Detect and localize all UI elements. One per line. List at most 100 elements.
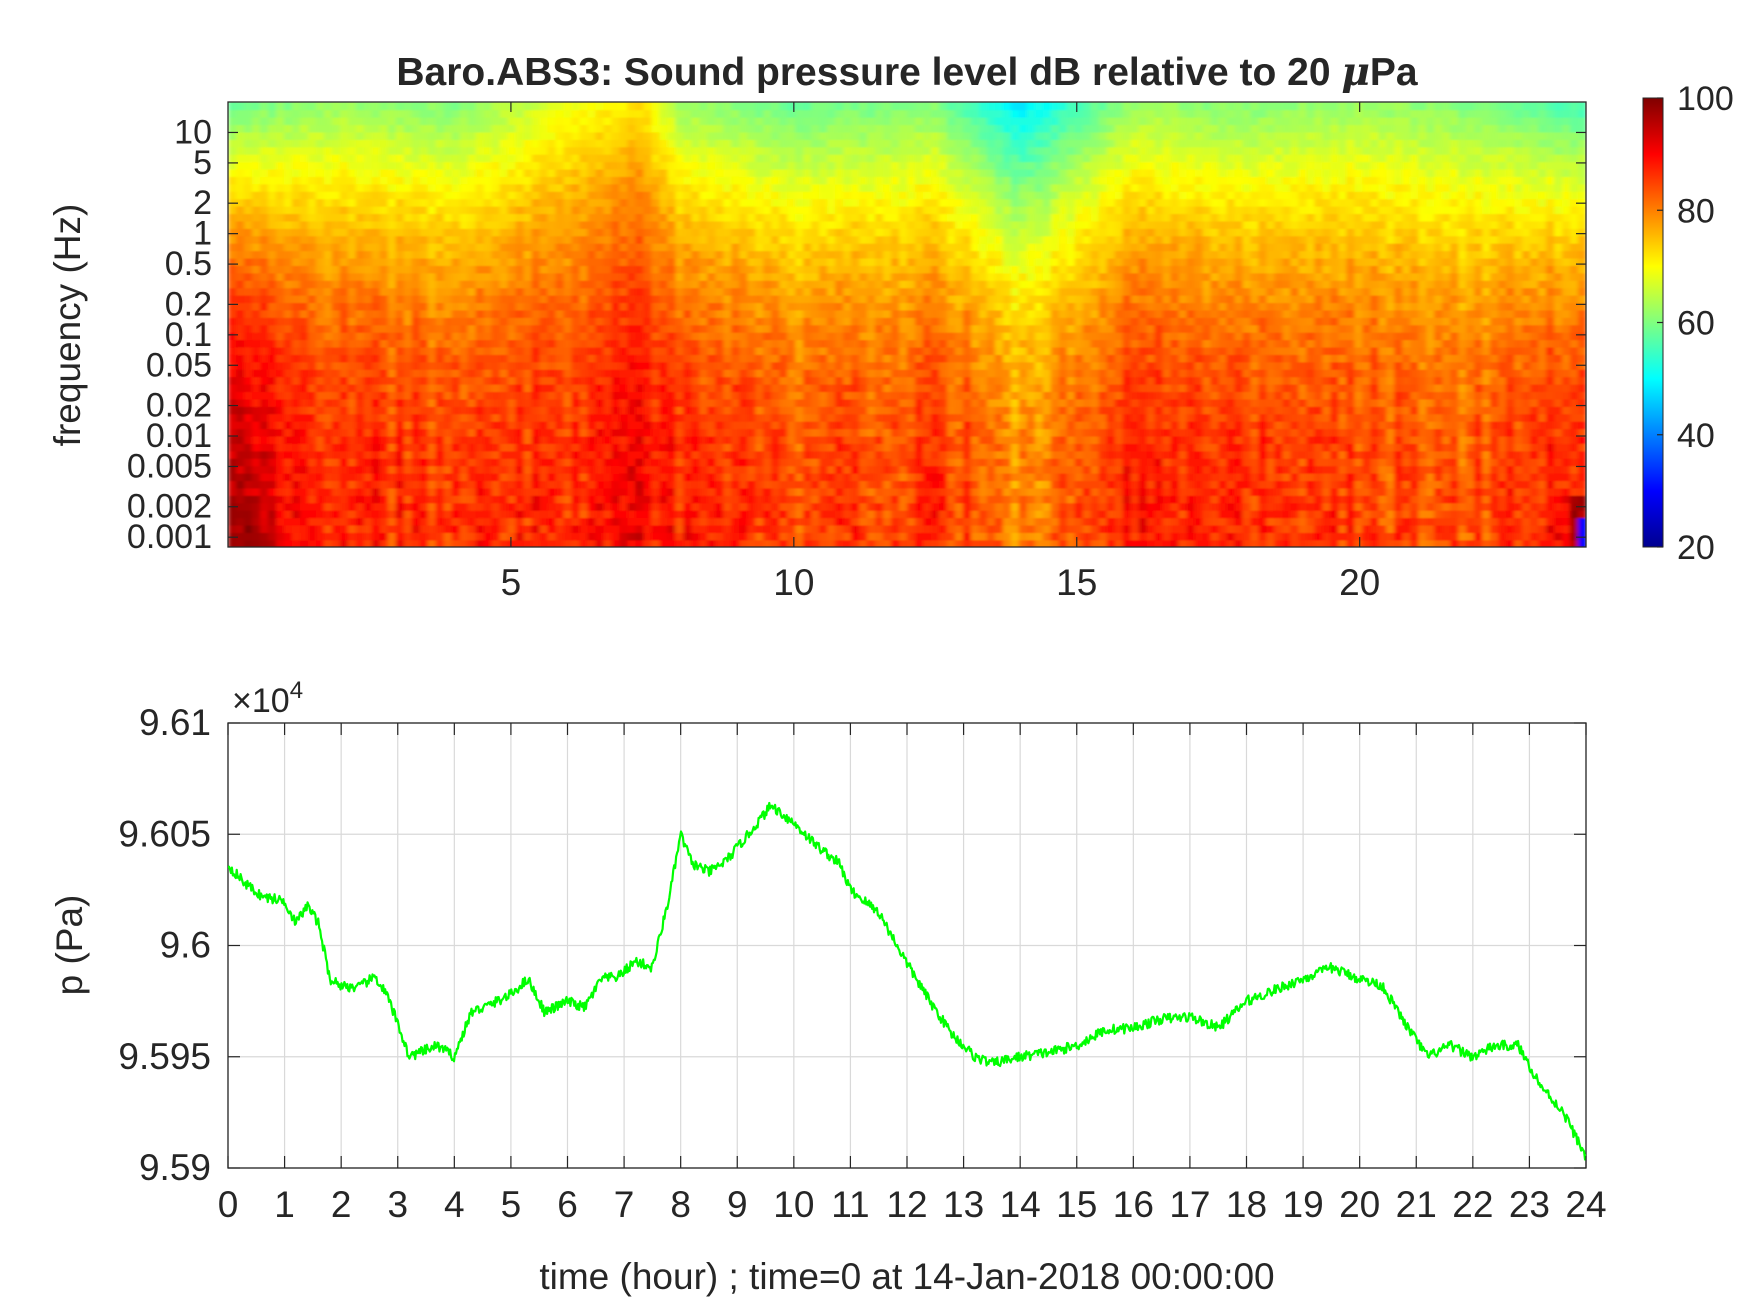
heatmap-cell (435, 458, 445, 467)
heatmap-cell (851, 480, 860, 489)
heatmap-cell (379, 257, 389, 266)
heatmap-cell (835, 168, 844, 177)
heatmap-cell (771, 361, 780, 370)
heatmap-cell (363, 458, 373, 467)
heatmap-cell (851, 205, 860, 215)
heatmap-cell (835, 465, 844, 474)
heatmap-cell (763, 480, 772, 489)
heatmap-cell (819, 331, 828, 341)
heatmap-cell (323, 139, 333, 148)
heatmap-cell (883, 280, 892, 289)
heatmap-cell (355, 458, 365, 467)
heatmap-cell (323, 228, 333, 237)
heatmap-cell (619, 450, 629, 459)
heatmap-cell (323, 391, 333, 400)
heatmap-cell (619, 272, 629, 281)
heatmap-cell (747, 465, 757, 474)
heatmap-cell (387, 228, 397, 237)
heatmap-cell (843, 339, 852, 348)
heatmap-cell (235, 265, 245, 274)
heatmap-cell (427, 280, 437, 289)
heatmap-cell (467, 265, 477, 274)
heatmap-cell (339, 191, 349, 200)
heatmap-cell (235, 443, 245, 452)
heatmap-cell (779, 480, 788, 489)
heatmap-cell (891, 502, 900, 511)
heatmap-cell (731, 294, 741, 304)
heatmap-cell (363, 242, 373, 252)
heatmap-cell (643, 495, 653, 504)
heatmap-cell (787, 205, 796, 215)
heatmap-cell (707, 331, 717, 341)
heatmap-cell (659, 287, 669, 296)
heatmap-cell (667, 131, 677, 140)
heatmap-cell (763, 331, 772, 341)
heatmap-cell (723, 265, 733, 274)
heatmap-cell (843, 331, 852, 341)
heatmap-cell (395, 280, 405, 289)
heatmap-cell (635, 450, 645, 459)
heatmap-cell (635, 458, 645, 467)
heatmap-cell (475, 376, 485, 385)
heatmap-cell (651, 265, 661, 274)
heatmap-cell (451, 280, 461, 289)
heatmap-cell (835, 109, 844, 118)
heatmap-cell (739, 116, 749, 126)
heatmap-cell (651, 280, 661, 289)
heatmap-cell (675, 413, 685, 422)
heatmap-cell (339, 383, 349, 393)
heatmap-cell (275, 539, 285, 547)
heatmap-cell (467, 280, 477, 289)
heatmap-cell (811, 391, 820, 400)
heatmap-cell (483, 413, 493, 422)
heatmap-cell (795, 413, 804, 422)
heatmap-cell (715, 168, 725, 177)
heatmap-cell (315, 480, 325, 489)
heatmap-cell (755, 465, 765, 474)
heatmap-cell (228, 102, 237, 111)
heatmap-cell (291, 213, 301, 222)
heatmap-cell (387, 502, 397, 511)
heatmap-cell (651, 213, 661, 222)
heatmap-cell (259, 198, 269, 207)
heatmap-cell (243, 176, 253, 185)
heatmap-cell (275, 213, 285, 222)
heatmap-cell (883, 369, 892, 378)
heatmap-cell (755, 502, 765, 511)
heatmap-cell (347, 309, 357, 318)
heatmap-cell (403, 124, 413, 133)
heatmap-cell (835, 339, 844, 348)
heatmap-cell (875, 294, 884, 304)
heatmap-cell (483, 532, 493, 541)
heatmap-cell (275, 428, 285, 437)
heatmap-cell (259, 102, 269, 111)
heatmap-cell (507, 324, 517, 333)
heatmap-cell (643, 428, 653, 437)
heatmap-cell (395, 191, 405, 200)
heatmap-cell (243, 420, 253, 430)
heatmap-cell (843, 398, 852, 407)
heatmap-cell (659, 509, 669, 519)
heatmap-cell (251, 383, 261, 393)
heatmap-cell (259, 413, 269, 422)
heatmap-cell (611, 428, 621, 437)
heatmap-cell (387, 109, 397, 118)
heatmap-cell (435, 502, 445, 511)
heatmap-cell (723, 302, 733, 311)
heatmap-cell (243, 309, 253, 318)
heatmap-cell (323, 153, 333, 163)
heatmap-cell (843, 406, 852, 415)
heatmap-cell (539, 465, 549, 474)
heatmap-cell (395, 228, 405, 237)
heatmap-cell (315, 153, 325, 163)
heatmap-cell (691, 361, 701, 370)
heatmap-cell (627, 406, 637, 415)
heatmap-cell (859, 102, 868, 111)
heatmap-cell (403, 346, 413, 355)
heatmap-cell (475, 235, 485, 244)
heatmap-cell (291, 161, 301, 170)
heatmap-cell (867, 161, 876, 170)
heatmap-cell (419, 369, 429, 378)
heatmap-cell (499, 539, 509, 547)
heatmap-cell (787, 198, 796, 207)
